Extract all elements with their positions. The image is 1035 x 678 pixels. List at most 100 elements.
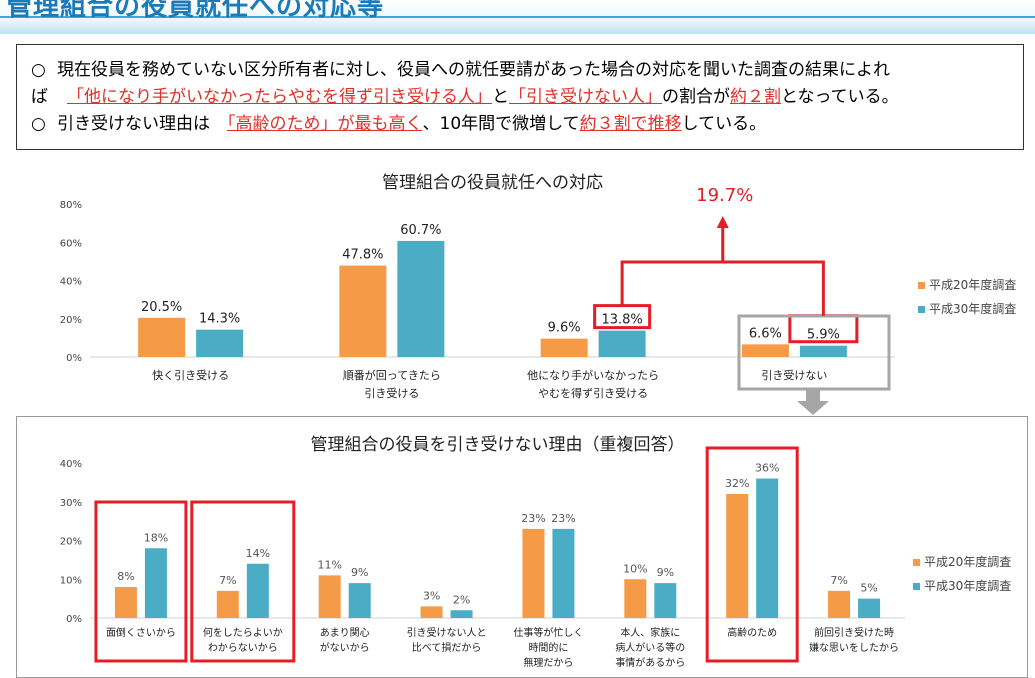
y-tick-label: 30%: [60, 498, 82, 509]
data-label-h30: 13.8%: [601, 313, 642, 328]
bar-h20: [624, 579, 647, 618]
summary-line-3: ○ 引き受けない理由は 「高齢のため」が最も高く、10年間で微増して約３割で推移し…: [31, 111, 1009, 138]
y-tick-label: 0%: [66, 353, 82, 364]
bar-h30: [450, 610, 473, 618]
category-label: 高齢のため: [727, 626, 777, 639]
total-annotation: 19.7%: [696, 185, 753, 206]
category-label: がないから: [320, 641, 370, 654]
data-label-h20: 6.6%: [749, 326, 782, 341]
data-label-h30: 23%: [551, 512, 575, 525]
category-label: あまり関心: [320, 627, 370, 639]
data-label-h20: 9.6%: [548, 321, 581, 336]
bar-h30: [196, 329, 244, 357]
bar-h20: [726, 494, 749, 618]
y-tick-label: 40%: [60, 277, 82, 288]
legend-h30-chart2: 平成30年度調査: [913, 577, 1011, 594]
bar-h30: [552, 528, 575, 618]
legend-swatch-h30: [918, 306, 925, 313]
data-label-h20: 32%: [725, 477, 749, 490]
legend-label: 平成20年度調査: [929, 278, 1017, 292]
legend-label: 平成20年度調査: [924, 555, 1012, 569]
down-arrow-shaft: [806, 390, 820, 401]
summary-text-2d: となっている。: [781, 87, 899, 107]
bar-h20: [741, 344, 789, 357]
summary-text-3a: 引き受けない理由は: [57, 114, 210, 134]
y-tick-label: 10%: [60, 575, 82, 586]
category-label: 順番が回ってきたら: [343, 368, 441, 382]
category-label: 前回引き受けた時: [814, 626, 894, 639]
summary-text-3c: している。: [681, 114, 767, 134]
summary-line-1: ○ 現在役員を務めていない区分所有者に対し、役員への就任要請があった場合の対応を聞…: [31, 57, 1009, 84]
data-label-h20: 20.5%: [141, 300, 182, 315]
up-arrow-head: [716, 216, 729, 228]
summary-highlight-4: 「高齢のため」が最も高く: [227, 114, 423, 134]
data-label-h30: 5.9%: [807, 328, 840, 343]
category-label: 快く引き受ける: [152, 368, 229, 382]
category-highlight-box: [737, 314, 891, 391]
bar-h30: [144, 548, 167, 618]
category-label: 比べて損だから: [412, 641, 482, 654]
summary-text-2a: ば: [31, 87, 48, 107]
data-label-h20: 7%: [219, 574, 236, 587]
bracket-connector: [620, 260, 825, 316]
title-rule: [0, 16, 1035, 18]
bar-h30: [348, 583, 371, 618]
bar-h30: [799, 345, 847, 357]
category-label: 引き受けない人と: [407, 627, 487, 639]
summary-text-3b: 、10年間で微増して: [422, 114, 580, 134]
y-tick-label: 40%: [60, 459, 82, 470]
category-label: 病人がいる等の: [615, 641, 685, 654]
chart-title: 管理組合の役員を引き受けない理由（重複回答）: [311, 435, 685, 455]
bar-h30: [654, 583, 677, 618]
data-label-h30: 14%: [246, 547, 270, 560]
data-label-h20: 3%: [423, 589, 440, 602]
summary-text-1: 現在役員を務めていない区分所有者に対し、役員への就任要請があった場合の対応を聞い…: [57, 60, 890, 80]
title-bar: 管理組合の役員就任への対応等: [0, 0, 1035, 34]
legend-label: 平成30年度調査: [929, 302, 1017, 316]
data-label-h30: 36%: [755, 462, 779, 475]
summary-highlight-2: 「引き受けない人」: [509, 87, 662, 107]
data-label-h30: 9%: [657, 566, 674, 579]
data-label-h20: 7%: [830, 574, 847, 587]
reason-highlight-box: [94, 500, 188, 663]
data-label-h20: 23%: [521, 512, 545, 525]
bar-h20: [318, 575, 341, 618]
legend-h20-chart1: 平成20年度調査: [918, 276, 1016, 293]
summary-text-2c: の割合が: [662, 87, 730, 107]
data-label-h20: 10%: [623, 562, 647, 575]
bar-h20: [828, 590, 851, 618]
bar-h20: [216, 590, 239, 618]
category-label: わからないから: [208, 642, 278, 654]
data-label-h30: 2%: [453, 593, 470, 606]
y-tick-label: 20%: [60, 537, 82, 548]
page-title: 管理組合の役員就任への対応等: [6, 0, 385, 22]
data-label-h30: 5%: [860, 582, 877, 595]
bar-h20: [522, 528, 545, 618]
reason-highlight-box: [705, 446, 799, 663]
summary-line-2: ば「他になり手がいなかったらやむを得ず引き受ける人」と「引き受けない人」の割合が…: [31, 84, 1009, 111]
category-label: やむを得ず引き受ける: [538, 386, 648, 400]
summary-text-2b: と: [492, 87, 509, 107]
bar-h20: [138, 317, 186, 357]
data-label-h30: 60.7%: [400, 223, 441, 238]
y-tick-label: 20%: [60, 315, 82, 326]
bar-h20: [114, 587, 137, 618]
category-label: 嫌な思いをしたから: [809, 641, 899, 654]
data-label-h30: 14.3%: [199, 312, 240, 327]
data-label-h20: 8%: [117, 570, 134, 583]
category-label: 本人、家族に: [620, 626, 680, 639]
category-label: 面倒くさいから: [106, 627, 176, 639]
legend-h20-chart2: 平成20年度調査: [913, 553, 1011, 570]
category-label: 引き受ける: [364, 386, 419, 400]
reason-highlight-box: [190, 500, 296, 663]
summary-highlight-1: 「他になり手がいなかったらやむを得ず引き受ける人」: [67, 87, 492, 107]
bar-h30: [598, 330, 646, 357]
bullet-icon: ○: [31, 114, 46, 134]
bar-h30: [397, 240, 445, 357]
bar-h30: [858, 598, 881, 618]
bar-h20: [540, 338, 588, 357]
bar-h20: [339, 265, 387, 357]
bar-h30: [756, 478, 779, 618]
legend-swatch-h30: [913, 583, 920, 590]
